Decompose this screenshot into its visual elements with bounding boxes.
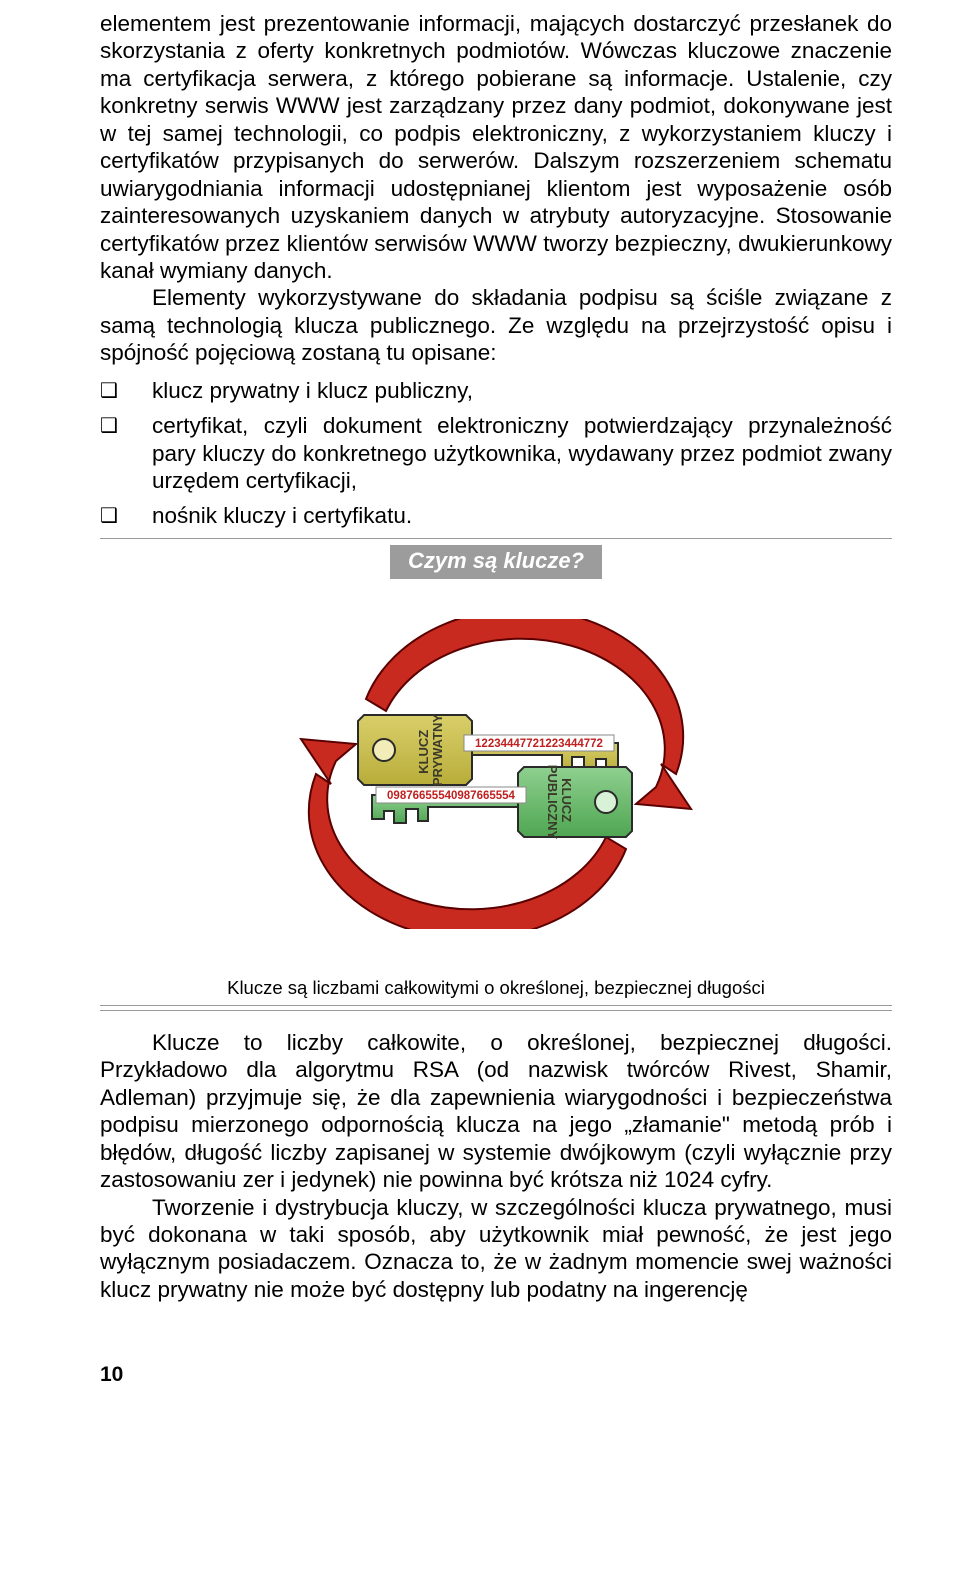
bullet-list: ❑ klucz prywatny i klucz publiczny, ❑ ce… (100, 377, 892, 530)
svg-text:12234447721223444772: 12234447721223444772 (475, 738, 603, 750)
bullet-marker-icon: ❑ (100, 412, 152, 494)
keys-illustration-icon: KLUCZ PRYWATNY 12234447721223444772 (266, 619, 726, 929)
subheading: Czym są klucze? (390, 545, 602, 579)
bullet-marker-icon: ❑ (100, 502, 152, 529)
paragraph-4: Tworzenie i dystrybucja kluczy, w szczeg… (100, 1194, 892, 1304)
keys-figure: KLUCZ PRYWATNY 12234447721223444772 (100, 619, 892, 929)
page-number: 10 (100, 1363, 892, 1387)
divider (100, 538, 892, 539)
bullet-item: ❑ certyfikat, czyli dokument elektronicz… (100, 412, 892, 494)
bullet-marker-icon: ❑ (100, 377, 152, 404)
svg-text:09876655540987665554: 09876655540987665554 (387, 790, 516, 802)
page: elementem jest prezentowanie informacji,… (0, 0, 960, 1417)
divider (100, 1005, 892, 1006)
bullet-text: klucz prywatny i klucz publiczny, (152, 377, 892, 404)
paragraph-2: Elementy wykorzystywane do składania pod… (100, 284, 892, 366)
bullet-text: nośnik kluczy i certyfikatu. (152, 502, 892, 529)
paragraph-3: Klucze to liczby całkowite, o określonej… (100, 1029, 892, 1194)
bullet-item: ❑ nośnik kluczy i certyfikatu. (100, 502, 892, 529)
subheading-wrap: Czym są klucze? (100, 545, 892, 579)
bullet-item: ❑ klucz prywatny i klucz publiczny, (100, 377, 892, 404)
bullet-text: certyfikat, czyli dokument elektroniczny… (152, 412, 892, 494)
paragraph-1: elementem jest prezentowanie informacji,… (100, 10, 892, 284)
divider (100, 1010, 892, 1011)
figure-caption: Klucze są liczbami całkowitymi o określo… (100, 977, 892, 999)
